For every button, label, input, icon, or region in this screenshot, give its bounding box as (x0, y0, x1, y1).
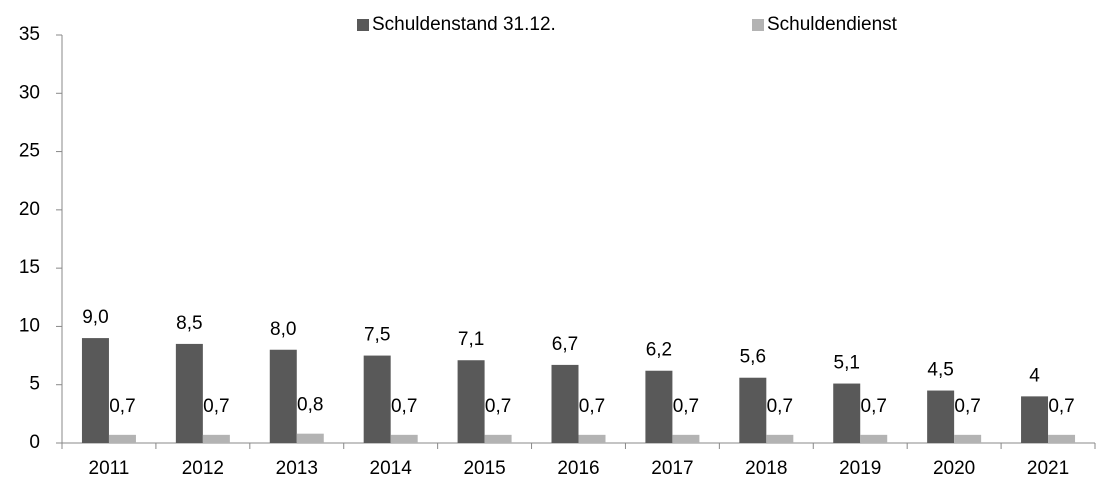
bar (108, 434, 136, 443)
bar (578, 434, 606, 443)
y-tick-label: 0 (29, 432, 40, 453)
value-label: 0,7 (391, 396, 417, 417)
legend-label: Schuldenstand 31.12. (372, 14, 556, 35)
bar (81, 338, 109, 443)
value-label: 8,0 (270, 319, 296, 340)
y-tick-label: 20 (19, 199, 40, 220)
x-tick-label: 2014 (370, 458, 413, 479)
value-label: 0,7 (579, 396, 605, 417)
bar (269, 349, 297, 443)
bar (296, 433, 324, 443)
bar (457, 360, 485, 443)
y-tick-label: 25 (19, 141, 40, 162)
bar (672, 434, 700, 443)
x-tick-label: 2013 (276, 458, 318, 479)
y-tick-label: 5 (29, 374, 40, 395)
bar (484, 434, 512, 443)
value-label: 0,7 (954, 396, 980, 417)
x-tick-label: 2011 (89, 458, 130, 479)
value-label: 0,7 (1048, 396, 1074, 417)
value-label: 6,7 (552, 334, 578, 355)
bar (202, 434, 230, 443)
legend-swatch (357, 19, 369, 31)
value-label: 0,7 (673, 396, 699, 417)
value-label: 5,1 (834, 353, 860, 374)
value-label: 0,7 (767, 396, 793, 417)
x-tick-label: 2012 (182, 458, 224, 479)
bar (645, 370, 673, 443)
x-tick-label: 2015 (463, 458, 505, 479)
legend-label: Schuldendienst (767, 14, 898, 35)
bar (390, 434, 418, 443)
value-label: 7,5 (364, 325, 390, 346)
bar (927, 390, 955, 443)
value-label: 0,7 (861, 396, 887, 417)
bar (860, 434, 888, 443)
x-tick-label: 2021 (1027, 458, 1069, 479)
bar (363, 355, 391, 443)
bar (739, 377, 767, 443)
x-tick-label: 2019 (839, 458, 881, 479)
value-label: 0,7 (109, 396, 135, 417)
y-tick-label: 10 (19, 315, 40, 336)
bar (1048, 434, 1076, 443)
value-label: 4 (1029, 365, 1040, 386)
y-tick-label: 30 (19, 82, 40, 103)
x-tick-label: 2017 (651, 458, 693, 479)
y-tick-label: 15 (19, 257, 40, 278)
value-label: 0,8 (297, 395, 323, 416)
value-label: 0,7 (203, 396, 229, 417)
value-label: 5,6 (740, 347, 766, 368)
bar (1021, 396, 1049, 443)
x-tick-label: 2018 (745, 458, 787, 479)
value-label: 8,5 (176, 313, 202, 334)
y-tick-label: 35 (19, 24, 40, 45)
bar (175, 343, 203, 443)
value-label: 6,2 (646, 340, 672, 361)
x-tick-label: 2020 (933, 458, 975, 479)
bar (551, 364, 579, 443)
value-label: 0,7 (485, 396, 511, 417)
bar (954, 434, 982, 443)
bar (766, 434, 794, 443)
value-label: 4,5 (927, 360, 953, 381)
bar (833, 383, 861, 443)
value-label: 9,0 (82, 307, 108, 328)
value-label: 7,1 (458, 329, 484, 350)
legend-swatch (752, 19, 764, 31)
x-tick-label: 2016 (557, 458, 599, 479)
